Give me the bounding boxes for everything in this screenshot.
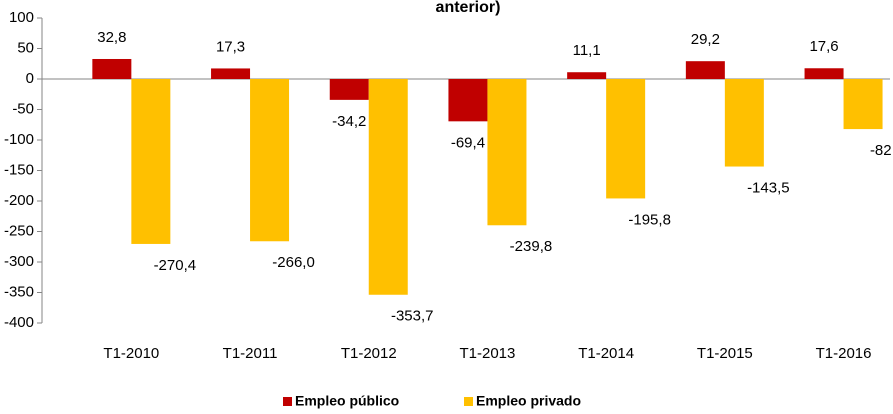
chart-title: anterior) [436,0,501,16]
data-label: -270,4 [154,257,197,274]
x-tick-label: T1-2010 [103,345,159,362]
data-label: 11,1 [573,42,601,59]
legend-label: Empleo público [295,393,399,409]
bar [724,79,764,167]
bar [92,58,132,79]
data-label: -266,0 [272,254,315,271]
y-tick-label: -250 [4,222,34,239]
y-tick-label: -100 [4,131,34,148]
y-tick-label: 0 [26,70,34,87]
bar [329,79,369,100]
legend-swatch [464,397,473,406]
x-tick-label: T1-2016 [816,345,872,362]
y-tick-label: -350 [4,283,34,300]
x-tick-label: T1-2014 [578,345,634,362]
y-tick-label: 50 [17,39,34,56]
bar [487,79,527,226]
data-label: 17,6 [809,38,838,55]
data-label: 32,8 [97,29,126,46]
bar [567,72,607,79]
bar [843,79,883,130]
y-tick-label: -400 [4,314,34,331]
bar [606,79,646,199]
bar [211,68,251,79]
y-tick-label: -200 [4,192,34,209]
legend-label: Empleo privado [476,393,581,409]
data-label: -195,8 [628,211,671,228]
bar [804,68,844,79]
bar [448,79,488,122]
data-label: -69,4 [451,134,485,151]
y-tick-label: -150 [4,161,34,178]
data-label: -143,5 [747,180,790,197]
legend-swatch [283,397,292,406]
y-tick-label: -50 [12,100,34,117]
x-tick-label: T1-2011 [223,345,278,362]
x-tick-label: T1-2012 [341,345,397,362]
bar [685,61,725,79]
bar [131,79,171,244]
bar [368,79,408,295]
data-label: 17,3 [216,38,245,55]
x-tick-label: T1-2015 [697,345,753,362]
data-label: -239,8 [510,238,553,255]
data-label: -82,1 [870,142,893,159]
data-label: -353,7 [391,308,434,325]
data-label: 29,2 [691,31,720,48]
x-tick-label: T1-2013 [460,345,516,362]
y-tick-label: -300 [4,253,34,270]
bar [250,79,290,242]
y-tick-label: 100 [9,9,34,26]
data-label: -34,2 [332,113,366,130]
